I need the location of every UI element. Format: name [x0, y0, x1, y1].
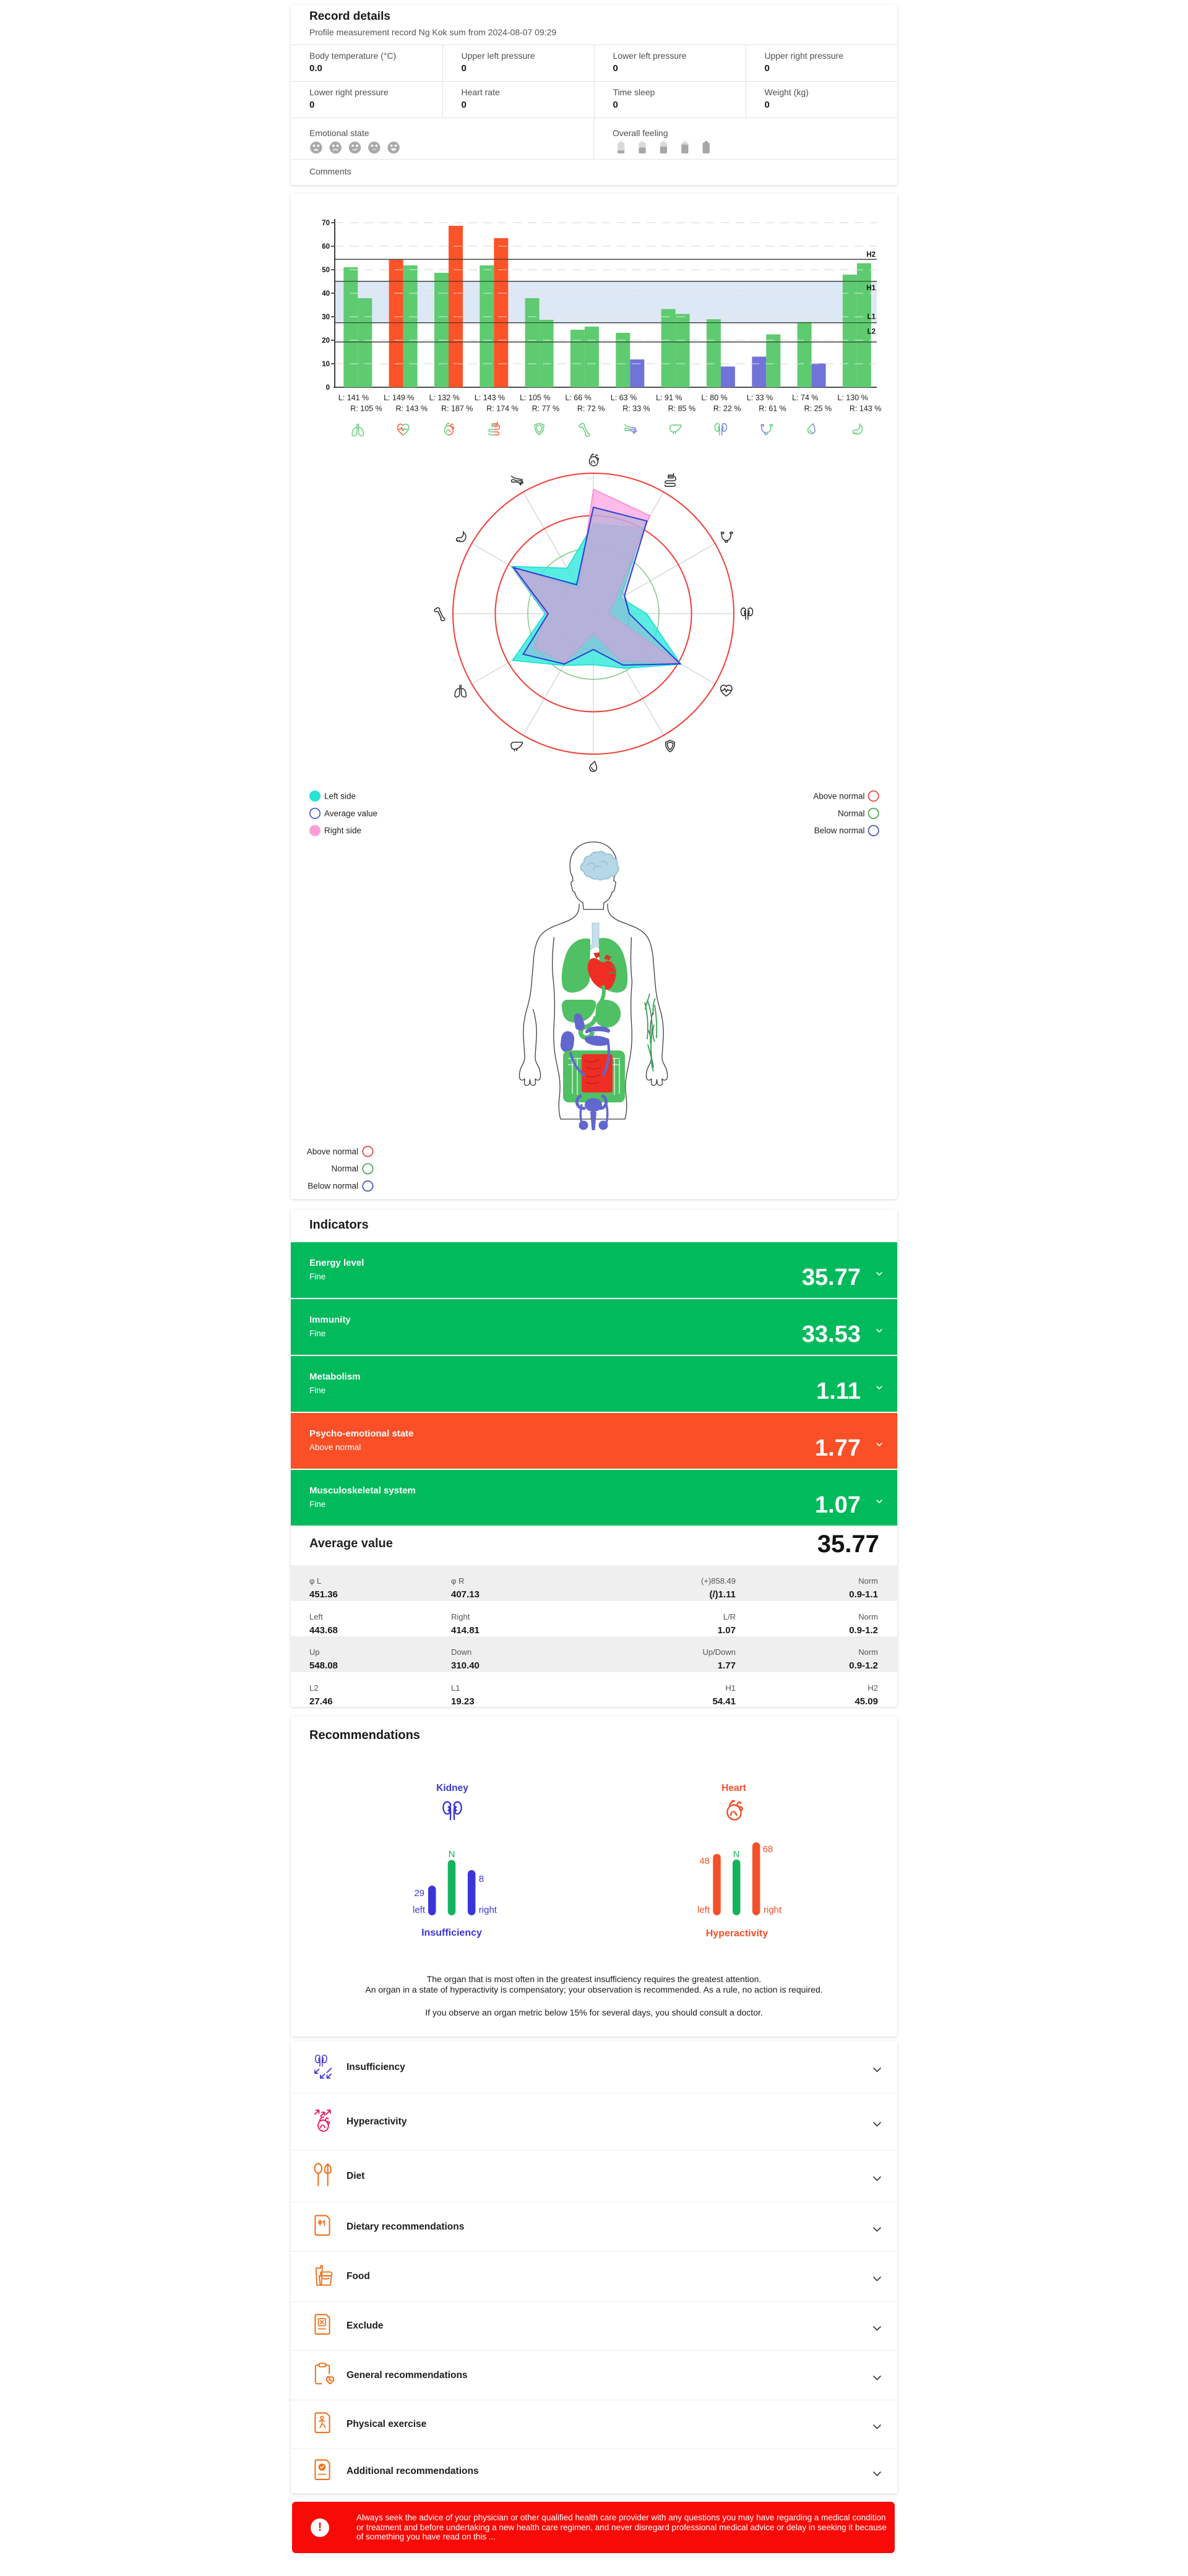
svg-text:N: N [449, 1849, 455, 1860]
svg-text:Right side: Right side [324, 826, 361, 835]
svg-text:40: 40 [322, 290, 330, 298]
svg-text:Normal: Normal [331, 1164, 358, 1174]
svg-text:50: 50 [322, 267, 330, 274]
svg-text:L: 91 %: L: 91 % [656, 393, 682, 402]
svg-text:30: 30 [322, 314, 330, 321]
svg-text:L1: L1 [867, 314, 876, 321]
svg-text:Below normal: Below normal [308, 1182, 358, 1191]
svg-text:left: left [697, 1905, 710, 1915]
svg-text:Above normal: Above normal [307, 1147, 358, 1156]
svg-text:L2: L2 [867, 328, 876, 336]
svg-text:L: 132 %: L: 132 % [429, 393, 460, 402]
svg-text:R: 105 %: R: 105 % [350, 405, 382, 413]
svg-text:Below normal: Below normal [814, 826, 865, 835]
svg-text:If you observe an organ metric: If you observe an organ metric below 15%… [425, 2007, 763, 2017]
svg-text:0: 0 [326, 384, 330, 392]
svg-text:60: 60 [322, 243, 330, 251]
svg-text:R: 85 %: R: 85 % [668, 405, 695, 413]
svg-text:Heart: Heart [721, 1783, 746, 1793]
svg-text:Hyperactivity: Hyperactivity [706, 1928, 768, 1939]
svg-text:70: 70 [322, 220, 330, 227]
svg-text:R: 22 %: R: 22 % [713, 405, 741, 413]
svg-text:R: 187 %: R: 187 % [441, 405, 473, 413]
svg-text:29: 29 [414, 1888, 424, 1899]
svg-text:R: 143 %: R: 143 % [850, 405, 881, 413]
svg-text:L: 149 %: L: 149 % [384, 393, 414, 402]
svg-text:Insufficiency: Insufficiency [421, 1928, 482, 1938]
svg-text:Average value: Average value [324, 809, 377, 818]
svg-text:10: 10 [322, 361, 330, 368]
svg-text:H2: H2 [866, 251, 876, 259]
svg-text:Above normal: Above normal [813, 791, 864, 801]
svg-text:An organ in a state of hyperac: An organ in a state of hyperactivity is … [365, 1985, 822, 1994]
svg-text:left: left [413, 1905, 426, 1915]
svg-text:R: 143 %: R: 143 % [396, 405, 428, 413]
svg-text:L: 143 %: L: 143 % [475, 393, 505, 402]
svg-text:R: 61 %: R: 61 % [759, 405, 786, 413]
svg-text:R: 77 %: R: 77 % [532, 405, 559, 413]
svg-text:Normal: Normal [838, 809, 865, 818]
svg-text:Left side: Left side [324, 791, 356, 801]
svg-text:L: 105 %: L: 105 % [520, 393, 550, 402]
svg-text:H1: H1 [866, 285, 876, 292]
svg-text:The organ that is most often i: The organ that is most often in the grea… [427, 1974, 762, 1984]
svg-text:R: 33 %: R: 33 % [622, 405, 650, 413]
svg-text:Kidney: Kidney [436, 1783, 468, 1793]
svg-text:right: right [764, 1905, 782, 1915]
svg-text:L: 80 %: L: 80 % [701, 393, 727, 402]
svg-text:R: 72 %: R: 72 % [577, 405, 605, 413]
svg-text:48: 48 [699, 1856, 710, 1866]
svg-text:N: N [733, 1849, 740, 1860]
svg-text:L: 74 %: L: 74 % [792, 393, 818, 402]
svg-text:R: 174 %: R: 174 % [486, 405, 518, 413]
svg-text:68: 68 [763, 1844, 773, 1855]
svg-text:R: 25 %: R: 25 % [804, 405, 832, 413]
svg-text:L: 66 %: L: 66 % [565, 393, 591, 402]
svg-text:8: 8 [479, 1874, 484, 1884]
svg-text:right: right [479, 1905, 497, 1915]
svg-text:L: 141 %: L: 141 % [338, 393, 369, 402]
svg-text:L: 63 %: L: 63 % [611, 393, 637, 402]
svg-text:20: 20 [322, 337, 330, 345]
svg-text:L: 33 %: L: 33 % [747, 393, 773, 402]
svg-text:L: 130 %: L: 130 % [837, 393, 867, 402]
